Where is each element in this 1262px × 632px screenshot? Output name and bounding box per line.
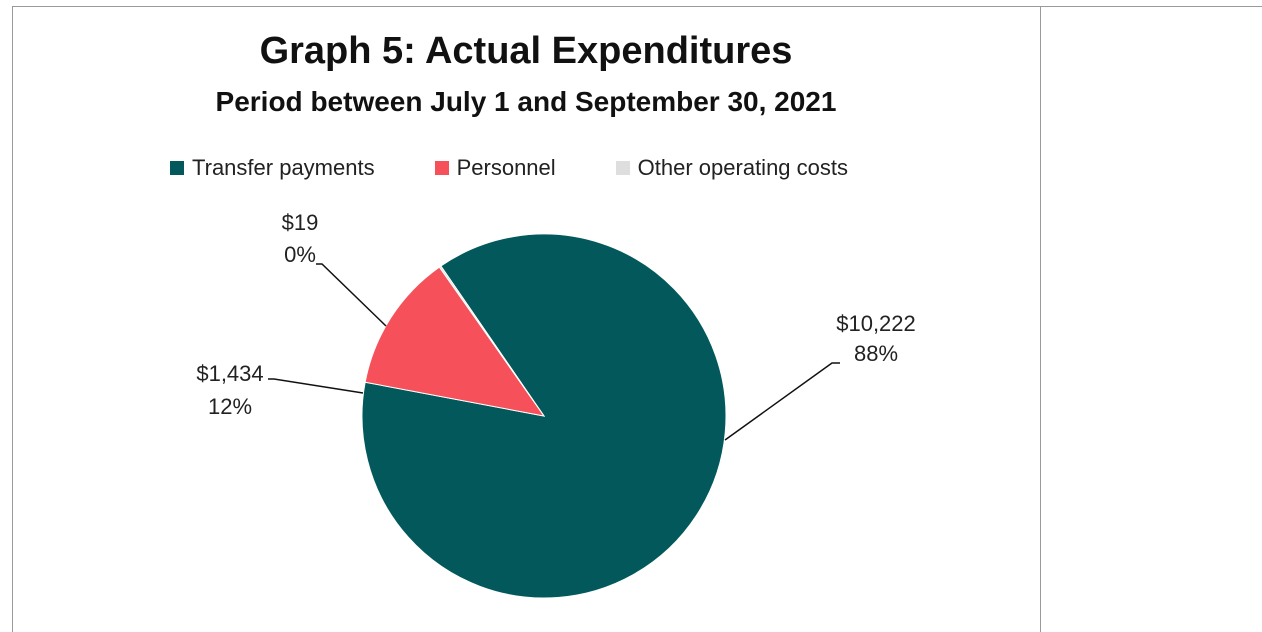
leader-lines xyxy=(268,263,840,441)
chart-frame-divider xyxy=(1040,6,1041,632)
chart-legend: Transfer payments Personnel Other operat… xyxy=(170,155,848,181)
legend-swatch-transfer-payments xyxy=(170,161,184,175)
legend-swatch-personnel xyxy=(434,161,449,175)
chart-subtitle: Period between July 1 and September 30, … xyxy=(215,86,837,117)
data-label-percent-transfer-payments: 88% xyxy=(854,341,898,366)
data-labels: $10,222 88% $1,434 12% $19 0% xyxy=(196,210,915,419)
legend-swatch-other-operating-costs xyxy=(615,161,630,175)
leader-line-personnel xyxy=(268,378,364,394)
pie-slice-other-operating-costs xyxy=(438,265,545,417)
legend-entry-personnel: Personnel xyxy=(434,155,556,181)
chart-title: Graph 5: Actual Expenditures xyxy=(259,30,793,72)
legend-label-transfer-payments: Transfer payments xyxy=(192,155,375,180)
chart-frame-top xyxy=(12,6,1262,7)
legend-label-other-operating-costs: Other operating costs xyxy=(637,155,849,180)
chart-frame-left xyxy=(12,6,13,632)
data-label-value-personnel: $1,434 xyxy=(196,361,263,386)
legend-entry-transfer-payments: Transfer payments xyxy=(170,155,375,181)
data-label-value-transfer-payments: $10,222 xyxy=(836,311,916,336)
legend-entry-other-operating-costs: Other operating costs xyxy=(615,155,849,181)
leader-line-transfer-payments xyxy=(724,362,840,441)
data-label-percent-other-operating-costs: 0% xyxy=(284,242,316,267)
data-label-value-other-operating-costs: $19 xyxy=(282,210,319,235)
leader-line-other-operating-costs xyxy=(316,263,387,327)
legend-label-personnel: Personnel xyxy=(456,155,556,180)
pie-slices xyxy=(361,233,727,599)
pie-slice-transfer-payments xyxy=(361,233,727,599)
data-label-percent-personnel: 12% xyxy=(208,394,252,419)
pie-slice-personnel xyxy=(364,266,546,417)
